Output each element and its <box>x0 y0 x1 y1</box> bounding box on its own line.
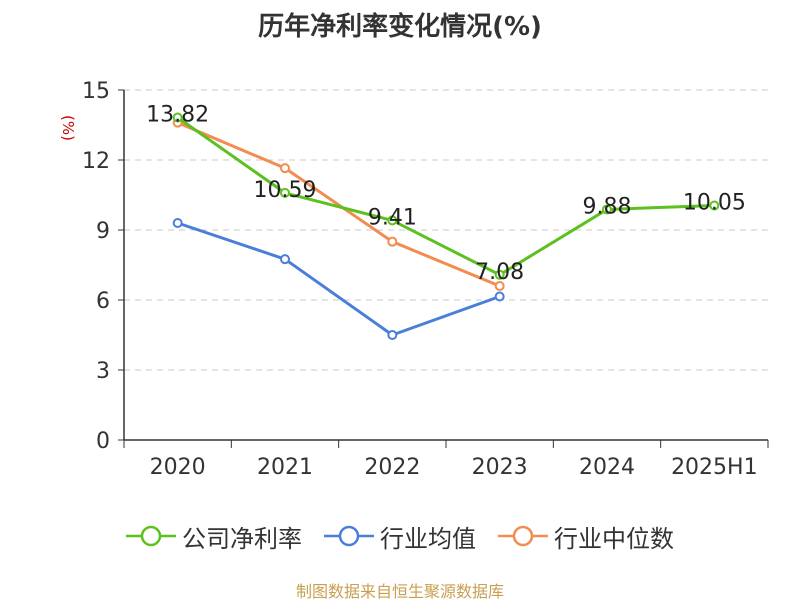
data-point <box>280 163 290 174</box>
legend-label: 行业中位数 <box>554 524 674 553</box>
chart-title: 历年净利率变化情况(%) <box>258 12 542 42</box>
legend-swatch <box>324 525 374 547</box>
x-tick-label: 2025H1 <box>671 455 758 480</box>
data-point <box>280 254 290 265</box>
series-line <box>177 121 501 288</box>
x-tick-label: 2020 <box>150 455 206 480</box>
data-point <box>387 215 398 226</box>
data-label: 13.82 <box>146 103 209 128</box>
legend-label: 公司净利率 <box>182 524 302 553</box>
data-label: 10.59 <box>254 178 317 203</box>
x-tick-label: 2024 <box>579 455 635 480</box>
legend-swatch <box>498 525 548 547</box>
data-labels: 13.82 10.59 9.41 7.08 9.88 10.05 <box>146 103 746 285</box>
legend-item[interactable]: 行业均值 <box>324 519 476 554</box>
series-line <box>177 221 501 337</box>
legend: 公司净利率 行业均值 行业中位数 <box>0 516 800 556</box>
data-source-note: 制图数据来自恒生聚源数据库 <box>295 582 504 601</box>
legend-item[interactable]: 公司净利率 <box>126 519 302 554</box>
y-tick-label: 6 <box>96 289 110 314</box>
data-point <box>387 236 398 247</box>
axes: 0 3 6 9 12 15 2020 2021 2022 2023 2024 2025H1 <box>82 79 769 480</box>
series-line <box>176 116 715 277</box>
data-point <box>172 112 183 123</box>
data-label: 10.05 <box>683 191 746 216</box>
series-lines <box>172 112 720 340</box>
data-label: 7.08 <box>475 260 524 285</box>
data-label: 9.41 <box>368 205 417 230</box>
x-tick-label: 2022 <box>364 455 420 480</box>
x-tick-label: 2021 <box>257 455 313 480</box>
y-tick-label: 12 <box>82 149 110 174</box>
data-label: 9.88 <box>583 194 632 219</box>
y-tick-label: 0 <box>96 429 110 454</box>
data-point <box>494 281 505 291</box>
x-tick-label: 2023 <box>472 455 528 480</box>
data-point <box>602 204 612 215</box>
data-point <box>494 291 505 302</box>
data-point <box>280 187 290 198</box>
data-point <box>494 269 505 280</box>
data-point <box>387 330 398 340</box>
data-point <box>172 218 183 228</box>
legend-label: 行业均值 <box>380 524 476 553</box>
data-point <box>709 200 720 211</box>
y-tick-label: 3 <box>96 359 110 384</box>
grid-lines <box>124 89 768 371</box>
legend-item[interactable]: 行业中位数 <box>498 519 674 554</box>
y-tick-label: 15 <box>82 79 110 104</box>
y-tick-label: 9 <box>96 219 110 244</box>
legend-swatch <box>126 525 176 547</box>
